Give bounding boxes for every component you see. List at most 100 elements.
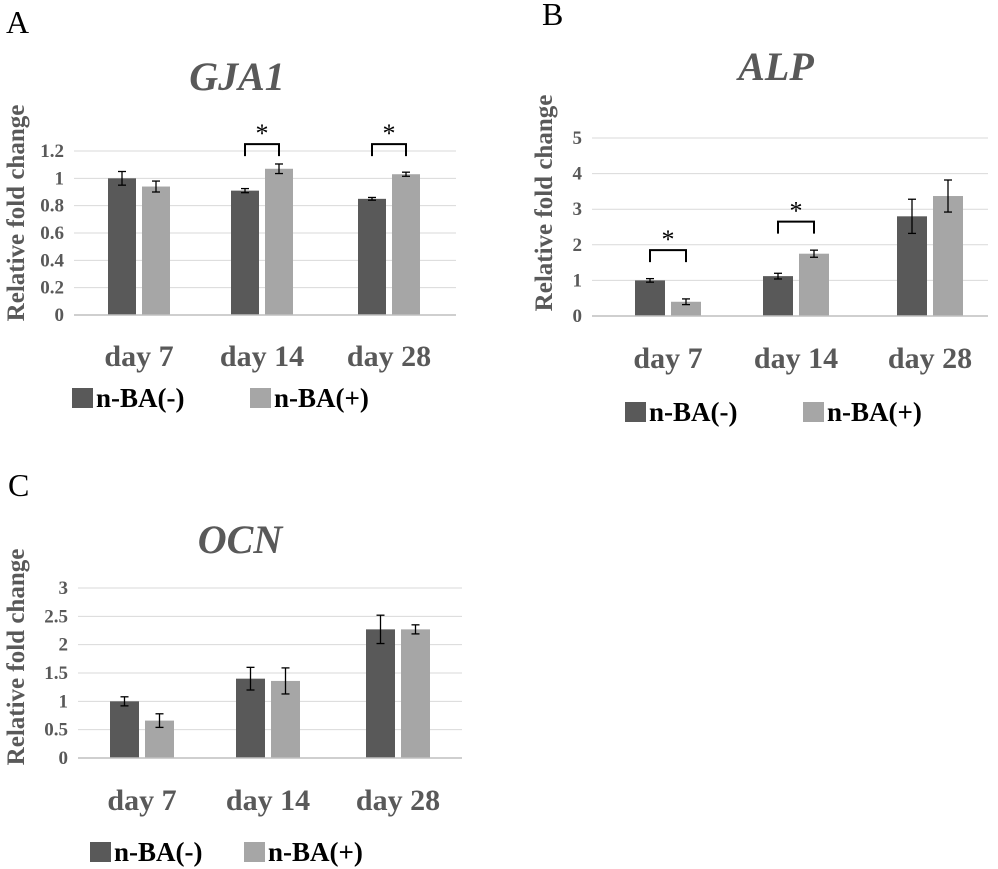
legend-label-n-ba-plus: n-BA(+)	[274, 383, 369, 413]
x-tick-label: day 14	[754, 342, 838, 375]
bar-n-ba-day-28	[366, 629, 395, 758]
y-tick-label: 0	[573, 306, 583, 327]
y-axis-label: Relative fold change	[3, 105, 30, 322]
legend-swatch-n-ba-minus	[72, 388, 93, 408]
error-bar-n-ba-day-28	[944, 179, 952, 213]
error-bars	[646, 179, 952, 306]
significance-bracket-day-14: *	[244, 119, 280, 157]
y-tick-label: 1	[573, 270, 583, 291]
y-axis-ticks: 0 0.2 0.4 0.6 0.8 1 1.2	[40, 141, 64, 326]
legend-label-n-ba-minus: n-BA(-)	[649, 397, 738, 427]
error-bar-n-ba-day-7	[155, 713, 164, 729]
x-tick-label: day 7	[633, 342, 702, 375]
bar-n-ba-day-14	[231, 190, 259, 315]
y-tick-label: 1	[55, 168, 65, 189]
y-tick-label: 1.2	[40, 141, 64, 162]
bars	[110, 629, 430, 758]
y-tick-label: 2.5	[44, 606, 68, 627]
bar-n-ba-day-28	[933, 196, 963, 316]
panel-a-gja1: A GJA1 Relative fold change 0 0.2 0.4 0.6 0.…	[3, 4, 456, 413]
error-bar-n-ba-day-7	[152, 180, 160, 193]
x-axis-ticks: day 7 day 14 day 28	[107, 784, 440, 817]
x-tick-label: day 28	[347, 340, 431, 373]
legend-swatch-n-ba-minus	[90, 842, 111, 862]
bars	[635, 196, 963, 316]
y-axis-label: Relative fold change	[3, 549, 30, 766]
x-tick-label: day 7	[107, 784, 176, 817]
x-tick-label: day 7	[104, 340, 173, 373]
legend: n-BA(-) n-BA(+)	[72, 383, 369, 413]
error-bar-n-ba-day-14	[774, 272, 782, 280]
y-tick-label: 2	[59, 635, 69, 656]
y-tick-label: 4	[573, 164, 583, 185]
bar-n-ba-day-28	[401, 629, 430, 758]
y-tick-label: 1	[59, 691, 69, 712]
error-bar-n-ba-day-14	[810, 249, 818, 258]
panel-label-c: C	[8, 467, 29, 503]
legend: n-BA(-) n-BA(+)	[625, 397, 922, 427]
significance-star: *	[790, 197, 803, 226]
bar-n-ba-day-7	[110, 701, 139, 758]
bars	[108, 168, 420, 315]
y-tick-label: 1.5	[44, 663, 68, 684]
error-bar-n-ba-day-7	[118, 170, 126, 186]
significance-star: *	[383, 119, 396, 148]
legend-label-n-ba-minus: n-BA(-)	[96, 383, 185, 413]
y-tick-label: 0.6	[40, 223, 64, 244]
x-tick-label: day 28	[356, 784, 440, 817]
error-bar-n-ba-day-7	[682, 298, 690, 306]
bar-n-ba-day-14	[799, 253, 829, 316]
significance-markers: **	[244, 119, 407, 157]
significance-bracket-day-14: *	[777, 197, 815, 234]
x-tick-label: day 14	[226, 784, 310, 817]
significance-star: *	[256, 119, 269, 148]
panel-label-a: A	[6, 4, 29, 40]
error-bar-n-ba-day-28	[411, 624, 420, 635]
x-axis-ticks: day 7 day 14 day 28	[104, 340, 431, 373]
y-tick-label: 2	[573, 235, 583, 256]
legend-label-n-ba-plus: n-BA(+)	[827, 397, 922, 427]
x-tick-label: day 14	[220, 340, 304, 373]
y-axis-ticks: 0 1 2 3 4 5	[573, 128, 583, 327]
legend-label-n-ba-plus: n-BA(+)	[268, 837, 363, 867]
bar-n-ba-day-14	[236, 678, 265, 758]
x-axis-ticks: day 7 day 14 day 28	[633, 342, 972, 375]
bar-n-ba-day-7	[671, 301, 701, 316]
legend-swatch-n-ba-plus	[803, 402, 824, 422]
y-tick-label: 0.4	[40, 250, 64, 271]
error-bar-n-ba-day-14	[281, 667, 290, 695]
y-tick-label: 0.5	[44, 720, 68, 741]
error-bars	[120, 614, 420, 729]
error-bars	[118, 163, 410, 201]
legend-label-n-ba-minus: n-BA(-)	[114, 837, 203, 867]
bar-n-ba-day-28	[392, 174, 420, 315]
chart-title: GJA1	[189, 54, 285, 99]
y-tick-label: 5	[573, 128, 583, 149]
chart-title: ALP	[735, 44, 814, 89]
chart-title: OCN	[198, 517, 285, 562]
error-bar-n-ba-day-7	[646, 277, 654, 283]
legend-swatch-n-ba-plus	[250, 388, 271, 408]
error-bar-n-ba-day-14	[241, 187, 249, 194]
error-bar-n-ba-day-14	[275, 163, 283, 175]
bar-n-ba-day-7	[108, 178, 136, 315]
bar-n-ba-day-7	[635, 280, 665, 316]
y-axis-ticks: 0 0.5 1 1.5 2 2.5 3	[44, 578, 68, 769]
gridlines	[78, 587, 462, 731]
x-tick-label: day 28	[888, 342, 972, 375]
y-tick-label: 0.2	[40, 278, 64, 299]
bar-n-ba-day-7	[142, 186, 170, 315]
error-bar-n-ba-day-28	[908, 198, 916, 235]
error-bar-n-ba-day-7	[120, 696, 129, 707]
error-bar-n-ba-day-28	[376, 614, 385, 645]
bar-n-ba-day-28	[358, 198, 386, 315]
significance-markers: **	[649, 197, 815, 263]
y-axis-label: Relative fold change	[531, 95, 558, 312]
significance-bracket-day-28: *	[371, 119, 407, 157]
y-tick-label: 0	[59, 748, 69, 769]
legend: n-BA(-) n-BA(+)	[90, 837, 363, 867]
y-tick-label: 3	[573, 199, 583, 220]
significance-bracket-day-7: *	[649, 225, 687, 263]
